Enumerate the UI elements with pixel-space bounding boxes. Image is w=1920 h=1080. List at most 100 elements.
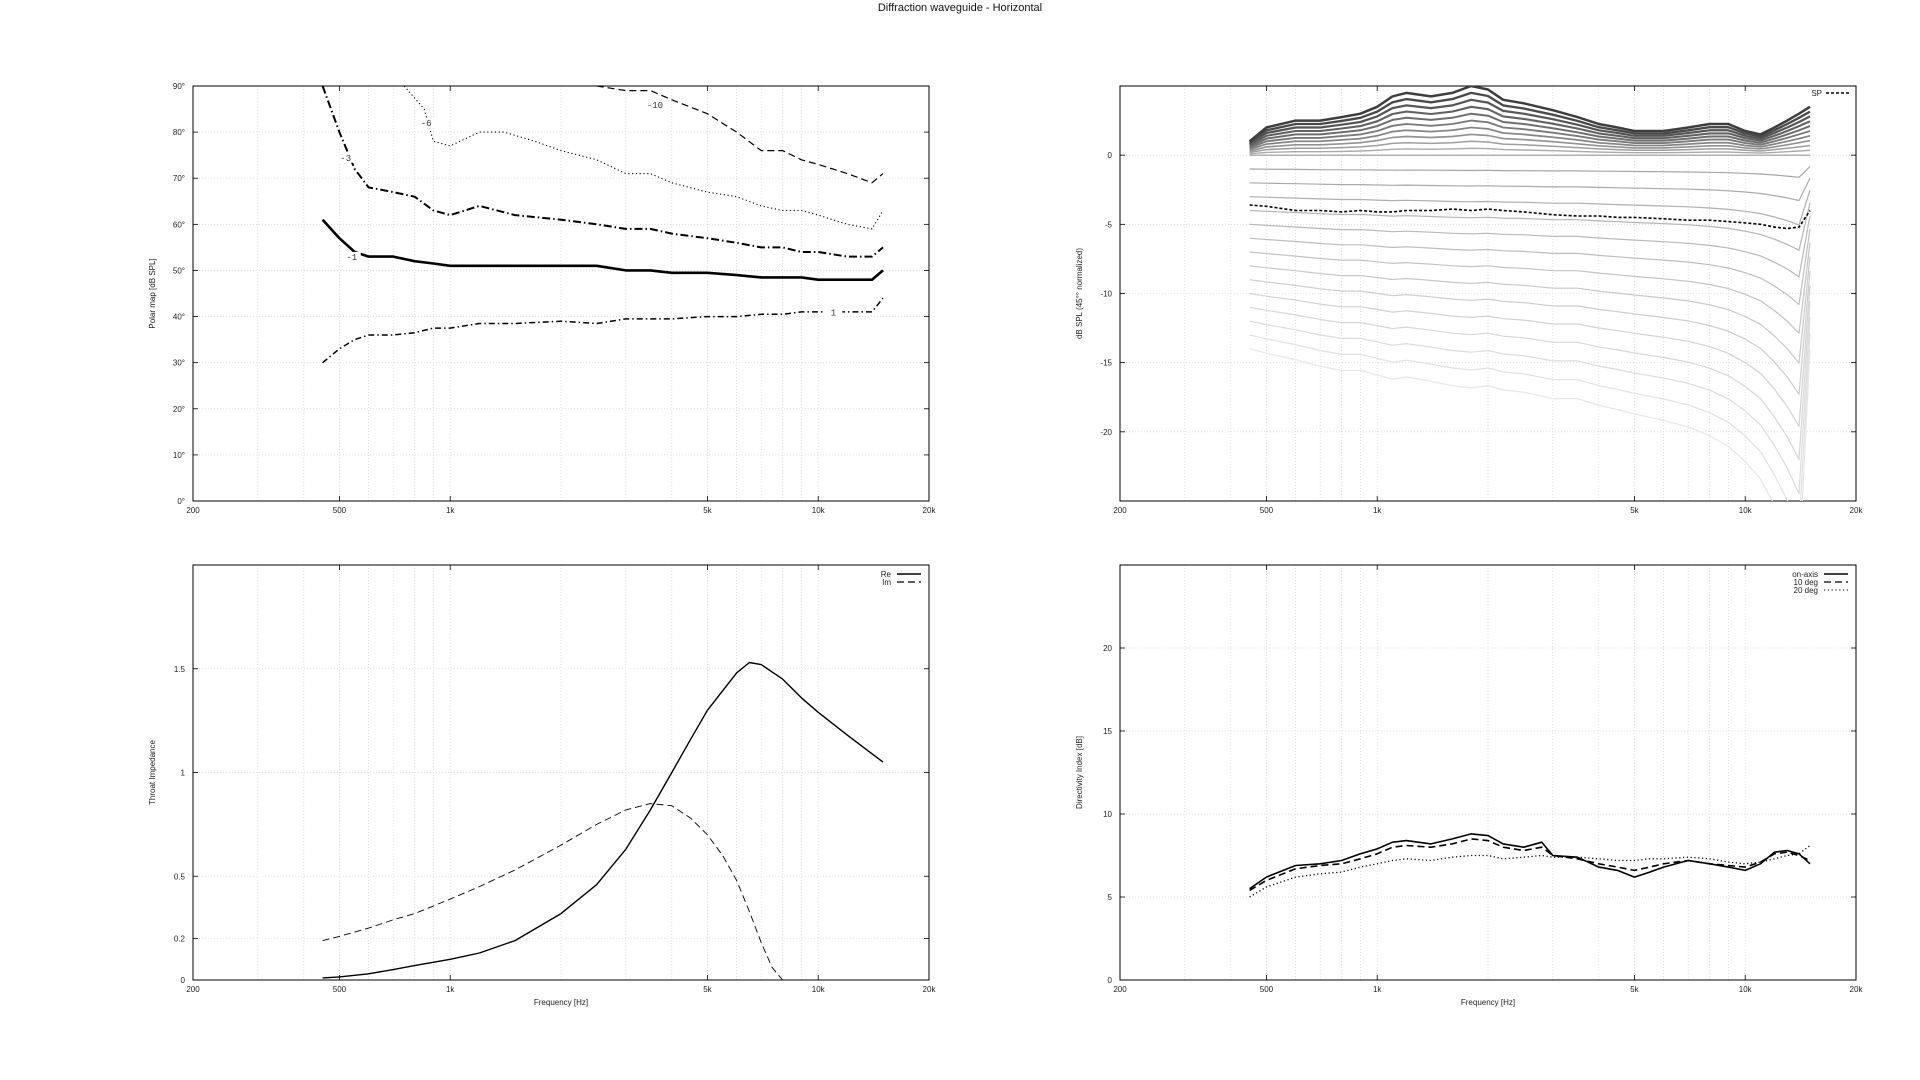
impedance-ylabel: Throat Impedance xyxy=(148,739,157,804)
polar-contour-label: -6 xyxy=(421,119,432,129)
directivity-xtick-label: 5k xyxy=(1630,985,1639,994)
polar-contour-label: 1 xyxy=(831,308,836,318)
polar-frame xyxy=(192,85,930,502)
directivity-ytick-label: 20 xyxy=(1103,644,1112,653)
normalized-series-line xyxy=(1248,86,1811,143)
polar-series-line xyxy=(322,297,884,364)
polar-contour-label-bg xyxy=(645,99,664,110)
polar-contour-label: -1 xyxy=(346,253,357,263)
polar-xtick-label: 20k xyxy=(923,506,937,515)
polar-ytick-label: 30° xyxy=(173,359,185,368)
polar-ytick-label: 0° xyxy=(177,497,185,506)
directivity-xtick-label: 10k xyxy=(1739,985,1753,994)
normalized-series-line xyxy=(1249,133,1811,152)
normalized-xtick-label: 500 xyxy=(1260,506,1274,515)
polar-series-line xyxy=(321,86,884,258)
chart-polar: 200 500 1k 5k 10k 20k 0° 10° 20° 30° 40° 50° 60° 70° 8… xyxy=(148,82,937,515)
normalized-series-line xyxy=(1249,316,1811,495)
impedance-xtick-label: 5k xyxy=(703,985,712,994)
directivity-ytick-label: 0 xyxy=(1108,976,1113,985)
directivity-grid xyxy=(1120,565,1856,980)
normalized-series-line xyxy=(1249,348,1811,501)
impedance-ytick-label: 1 xyxy=(181,769,186,778)
directivity-frame xyxy=(1119,564,1857,981)
normalized-series-line xyxy=(1249,215,1811,278)
impedance-ytick-label: 0 xyxy=(181,976,186,985)
directivity-xtick-label: 500 xyxy=(1260,985,1274,994)
normalized-xtick-label: 20k xyxy=(1850,506,1864,515)
normalized-series-line xyxy=(1249,228,1811,306)
polar-xtick-label: 10k xyxy=(812,506,826,515)
normalized-legend-label: SP xyxy=(1811,89,1822,98)
normalized-ytick-label: -10 xyxy=(1100,290,1112,299)
normalized-xtick-label: 200 xyxy=(1113,506,1127,515)
directivity-ytick-label: 10 xyxy=(1103,810,1112,819)
polar-ytick-label: 20° xyxy=(173,405,185,414)
directivity-xtick-label: 1k xyxy=(1373,985,1382,994)
chart-directivity: 200 500 1k 5k 10k 20k 0 5 10 15 20 Directivity Inde… xyxy=(1075,564,1864,1007)
impedance-xtick-label: 1k xyxy=(446,985,455,994)
polar-contour-label: -10 xyxy=(647,101,663,111)
polar-series-line xyxy=(403,86,884,230)
normalized-ytick-label: -15 xyxy=(1100,359,1112,368)
normalized-series-line xyxy=(1248,98,1811,146)
directivity-legend-label: 20 deg xyxy=(1794,586,1818,595)
polar-ytick-label: 50° xyxy=(173,266,185,275)
normalized-ylabel: dB SPL (45°° normalized) xyxy=(1075,248,1084,339)
impedance-ytick-label: 1.5 xyxy=(174,665,186,674)
polar-xtick-label: 500 xyxy=(333,506,347,515)
normalized-series-line xyxy=(1249,204,1811,230)
polar-ytick-label: 60° xyxy=(173,220,185,229)
page-title: Diffraction waveguide - Horizontal xyxy=(877,2,1043,14)
normalized-series-line xyxy=(1248,91,1811,144)
directivity-series-line xyxy=(1249,844,1811,898)
polar-ylabel: Polar map [dB SPL] xyxy=(148,258,157,328)
polar-contour-label-bg xyxy=(342,251,361,262)
normalized-xtick-label: 1k xyxy=(1373,506,1382,515)
normalized-series-line xyxy=(1249,332,1811,501)
directivity-xlabel: Frequency [Hz] xyxy=(1461,998,1515,1007)
normalized-series-line xyxy=(1249,271,1811,395)
impedance-xtick-label: 20k xyxy=(923,985,937,994)
normalized-series-line xyxy=(1249,105,1811,147)
polar-xtick-label: 200 xyxy=(186,506,200,515)
polar-series-line xyxy=(596,86,884,184)
polar-contour-label-bg xyxy=(336,152,355,163)
polar-series-line xyxy=(321,218,884,281)
impedance-series-line xyxy=(322,661,884,979)
polar-ytick-label: 70° xyxy=(173,174,185,183)
impedance-legend-label: Im xyxy=(882,578,891,587)
chart-impedance: 200 500 1k 5k 10k 20k 0 0.2 0.5 1 1.5 Throat Impeda… xyxy=(148,564,937,1007)
normalized-ytick-label: 0 xyxy=(1108,151,1113,160)
polar-contour-label-bg xyxy=(824,307,843,318)
normalized-series-line xyxy=(1249,242,1811,334)
chart-normalized: 200 500 1k 5k 10k 20k 0 -5 -10 -15 -20 dB SPL (45°°… xyxy=(1075,85,1864,515)
polar-xtick-label: 5k xyxy=(703,506,712,515)
normalized-xtick-label: 10k xyxy=(1739,506,1753,515)
polar-ytick-label: 40° xyxy=(173,313,185,322)
normalized-series-line xyxy=(1249,190,1811,226)
directivity-legend-label: 10 deg xyxy=(1794,578,1818,587)
polar-xtick-label: 1k xyxy=(446,506,455,515)
impedance-ytick-label: 0.5 xyxy=(174,872,186,881)
impedance-xlabel: Frequency [Hz] xyxy=(534,998,588,1007)
polar-contour-label-bg xyxy=(417,118,436,129)
directivity-ylabel: Directivity Index [dB] xyxy=(1075,736,1084,809)
impedance-series-line xyxy=(322,803,783,980)
impedance-grid xyxy=(193,565,929,980)
normalized-series-line xyxy=(1249,177,1811,202)
normalized-series-line xyxy=(1249,202,1811,251)
polar-ytick-label: 80° xyxy=(173,128,185,137)
normalized-series-line xyxy=(1249,126,1811,151)
polar-grid xyxy=(193,86,929,501)
impedance-ytick-label: 0.2 xyxy=(174,935,186,944)
impedance-xtick-label: 200 xyxy=(186,985,200,994)
impedance-legend-label: Re xyxy=(881,570,892,579)
directivity-ytick-label: 15 xyxy=(1103,727,1112,736)
normalized-series-line xyxy=(1249,147,1811,155)
directivity-series-line xyxy=(1249,838,1811,892)
normalized-xtick-label: 5k xyxy=(1630,506,1639,515)
normalized-series-line xyxy=(1249,285,1811,427)
normalized-series-line xyxy=(1249,256,1811,364)
directivity-xtick-label: 20k xyxy=(1850,985,1864,994)
